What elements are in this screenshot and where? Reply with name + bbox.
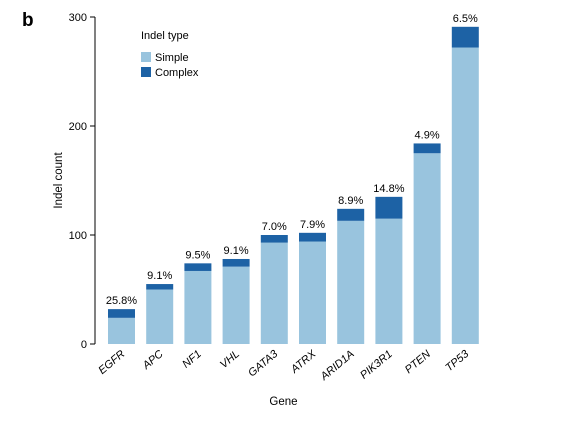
bar-complex-egfr xyxy=(108,309,135,318)
x-tick-label-vhl: VHL xyxy=(218,348,242,371)
y-tick-label: 0 xyxy=(81,339,87,351)
pct-label-nf1: 9.5% xyxy=(185,249,210,261)
y-tick-label: 100 xyxy=(69,230,87,242)
bar-simple-gata3 xyxy=(260,242,288,344)
panel-label: b xyxy=(22,10,34,31)
x-tick-label-apc: APC xyxy=(140,348,166,372)
bar-simple-pik3r1 xyxy=(375,218,403,344)
x-tick-label-atrx: ATRX xyxy=(288,348,319,377)
bars xyxy=(108,26,479,345)
pct-label-apc: 9.1% xyxy=(147,270,172,282)
bar-complex-pten xyxy=(413,143,441,154)
pct-label-vhl: 9.1% xyxy=(224,245,249,257)
legend-swatch-simple xyxy=(141,52,151,62)
x-tick-label-gata3: GATA3 xyxy=(246,348,281,380)
y-axis-title: Indel count xyxy=(53,152,65,209)
bar-complex-vhl xyxy=(222,258,250,267)
x-axis-title: Gene xyxy=(269,396,297,408)
axes: 0 100 200 300 Indel count Gene xyxy=(53,12,298,408)
bar-complex-pik3r1 xyxy=(375,196,403,219)
legend: Indel type Simple Complex xyxy=(141,30,199,79)
y-tick-label: 300 xyxy=(69,12,87,24)
pct-label-arid1a: 8.9% xyxy=(338,195,363,207)
x-tick-label-pik3r1: PIK3R1 xyxy=(358,348,395,382)
bar-complex-arid1a xyxy=(337,208,365,221)
bar-complex-tp53 xyxy=(451,26,479,48)
bar-complex-atrx xyxy=(299,232,326,242)
bar-simple-vhl xyxy=(222,266,250,344)
pct-label-tp53: 6.5% xyxy=(453,13,478,25)
pct-label-pik3r1: 14.8% xyxy=(373,183,404,195)
pct-label-egfr: 25.8% xyxy=(106,295,137,307)
bar-complex-nf1 xyxy=(184,263,212,271)
bar-complex-gata3 xyxy=(260,235,288,243)
bar-complex-apc xyxy=(146,284,174,290)
legend-label-simple: Simple xyxy=(155,52,189,64)
pct-label-pten: 4.9% xyxy=(415,129,440,141)
legend-swatch-complex xyxy=(141,67,151,77)
bar-simple-tp53 xyxy=(451,47,479,345)
bar-simple-nf1 xyxy=(184,270,212,344)
x-tick-label-arid1a: ARID1A xyxy=(318,348,357,383)
y-tick-label: 200 xyxy=(69,121,87,133)
pct-label-atrx: 7.9% xyxy=(300,219,325,231)
bar-simple-egfr xyxy=(108,317,135,344)
bar-simple-atrx xyxy=(299,241,326,344)
bar-simple-apc xyxy=(146,289,174,344)
x-tick-label-pten: PTEN xyxy=(403,348,433,376)
legend-title: Indel type xyxy=(141,30,189,42)
bar-simple-pten xyxy=(413,153,441,344)
x-tick-label-tp53: TP53 xyxy=(443,348,472,375)
x-tick-label-egfr: EGFR xyxy=(96,348,127,377)
x-tick-label-nf1: NF1 xyxy=(180,348,204,371)
bar-simple-arid1a xyxy=(337,220,365,344)
legend-label-complex: Complex xyxy=(155,67,199,79)
pct-label-gata3: 7.0% xyxy=(262,221,287,233)
